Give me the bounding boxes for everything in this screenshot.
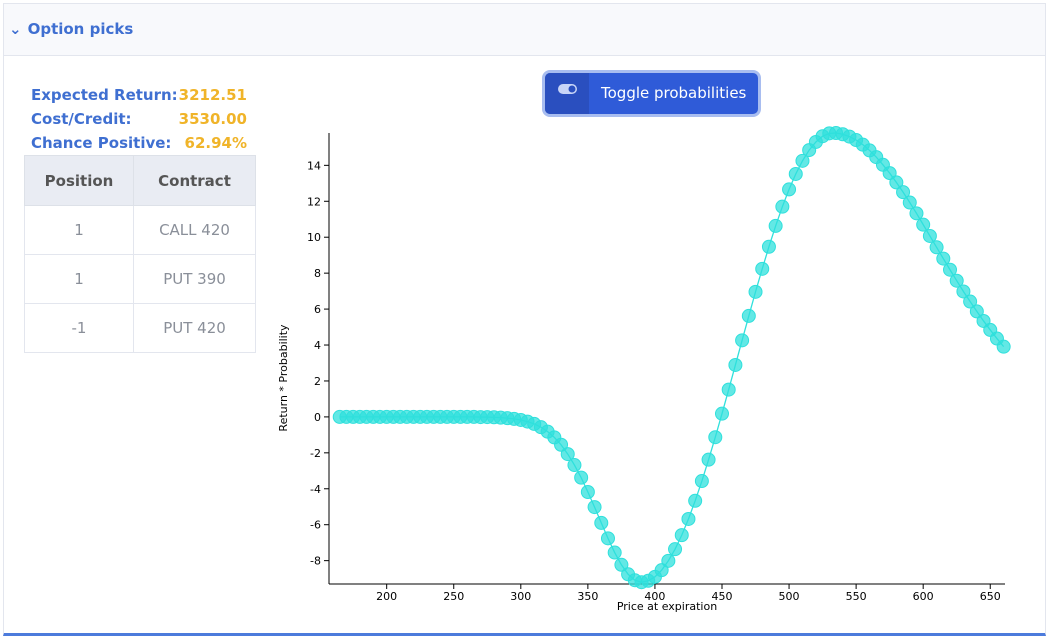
- x-tick-label: 300: [510, 590, 531, 603]
- x-tick-label: 550: [846, 590, 867, 603]
- x-tick-label: 400: [644, 590, 665, 603]
- point: [694, 474, 709, 489]
- point: [661, 553, 676, 568]
- point: [567, 458, 582, 473]
- point: [956, 284, 971, 299]
- point: [929, 240, 944, 255]
- point: [554, 437, 569, 452]
- panel: ⌄ Option picks Expected Return: 3212.51 Co…: [3, 3, 1046, 636]
- point: [580, 485, 595, 500]
- point: [714, 406, 729, 421]
- point: [614, 557, 629, 572]
- table-cell: 1: [24, 205, 134, 255]
- point: [587, 500, 602, 515]
- point: [607, 545, 622, 560]
- point: [728, 357, 743, 372]
- point: [909, 206, 924, 221]
- point: [668, 542, 683, 557]
- point: [560, 447, 575, 462]
- point: [969, 304, 984, 319]
- toggle-button[interactable]: Toggle probabilities: [545, 73, 758, 114]
- point: [701, 452, 716, 467]
- y-tick-label: 12: [307, 195, 321, 208]
- point: [936, 251, 951, 266]
- point: [708, 430, 723, 445]
- summary-row: Expected Return: 3212.51: [31, 86, 247, 106]
- y-tick-label: 2: [314, 375, 321, 388]
- point: [916, 217, 931, 232]
- summary-label: Expected Return:: [31, 86, 178, 104]
- panel-header[interactable]: ⌄ Option picks: [4, 4, 1045, 56]
- y-tick-label: 4: [314, 339, 321, 352]
- summary-row: Chance Positive: 62.94%: [31, 134, 247, 154]
- point: [902, 195, 917, 210]
- point: [882, 166, 897, 181]
- point: [674, 528, 689, 543]
- point: [741, 308, 756, 323]
- point: [654, 563, 669, 578]
- y-tick-label: -4: [310, 483, 321, 496]
- y-tick-label: 0: [314, 411, 321, 424]
- table-cell: -1: [24, 303, 134, 353]
- point: [775, 199, 790, 214]
- point: [574, 470, 589, 485]
- panel-title: Option picks: [27, 20, 134, 38]
- y-tick-label: 8: [314, 267, 321, 280]
- point: [755, 261, 770, 276]
- point: [735, 333, 750, 348]
- x-tick-label: 650: [980, 590, 1001, 603]
- x-tick-label: 200: [376, 590, 397, 603]
- y-tick-label: -6: [310, 519, 321, 532]
- point: [788, 166, 803, 181]
- positions-table: Position Contract 1 CALL 420 1 PUT 390 -1 PU…: [24, 155, 256, 353]
- summary-value: 3212.51: [178, 86, 247, 104]
- x-tick-label: 250: [443, 590, 464, 603]
- toggle-icon: [545, 73, 589, 114]
- summary-label: Chance Positive:: [31, 134, 172, 152]
- point: [782, 182, 797, 197]
- summary-row: Cost/Credit: 3530.00: [31, 110, 247, 130]
- x-tick-label: 450: [711, 590, 732, 603]
- chevron-icon: ⌄: [9, 20, 22, 38]
- point: [943, 262, 958, 277]
- summary-value: 62.94%: [184, 134, 247, 152]
- point: [681, 511, 696, 526]
- y-axis-label: Return * Probability: [277, 324, 290, 432]
- point: [768, 218, 783, 233]
- point: [761, 239, 776, 254]
- y-tick-label: -8: [310, 555, 321, 568]
- y-tick-label: 6: [314, 303, 321, 316]
- x-tick-label: 500: [779, 590, 800, 603]
- x-tick-label: 600: [913, 590, 934, 603]
- x-axis-label: Price at expiration: [617, 600, 717, 613]
- table-cell: CALL 420: [133, 205, 256, 255]
- point: [688, 493, 703, 508]
- point: [748, 284, 763, 299]
- summary-label: Cost/Credit:: [31, 110, 132, 128]
- y-tick-label: 10: [307, 231, 321, 244]
- point: [963, 294, 978, 309]
- y-tick-label: -2: [310, 447, 321, 460]
- y-tick-label: 14: [307, 159, 321, 172]
- point: [996, 339, 1011, 354]
- point: [795, 153, 810, 168]
- point: [922, 228, 937, 243]
- table-cell: PUT 390: [133, 254, 256, 304]
- x-tick-label: 350: [577, 590, 598, 603]
- table-cell: PUT 420: [133, 303, 256, 353]
- point: [600, 531, 615, 546]
- table-header: Contract: [133, 155, 256, 206]
- toggle-label: Toggle probabilities: [601, 84, 747, 102]
- point: [896, 185, 911, 200]
- point: [889, 175, 904, 190]
- point: [721, 382, 736, 397]
- point: [949, 273, 964, 288]
- point: [594, 515, 609, 530]
- summary-value: 3530.00: [178, 110, 247, 128]
